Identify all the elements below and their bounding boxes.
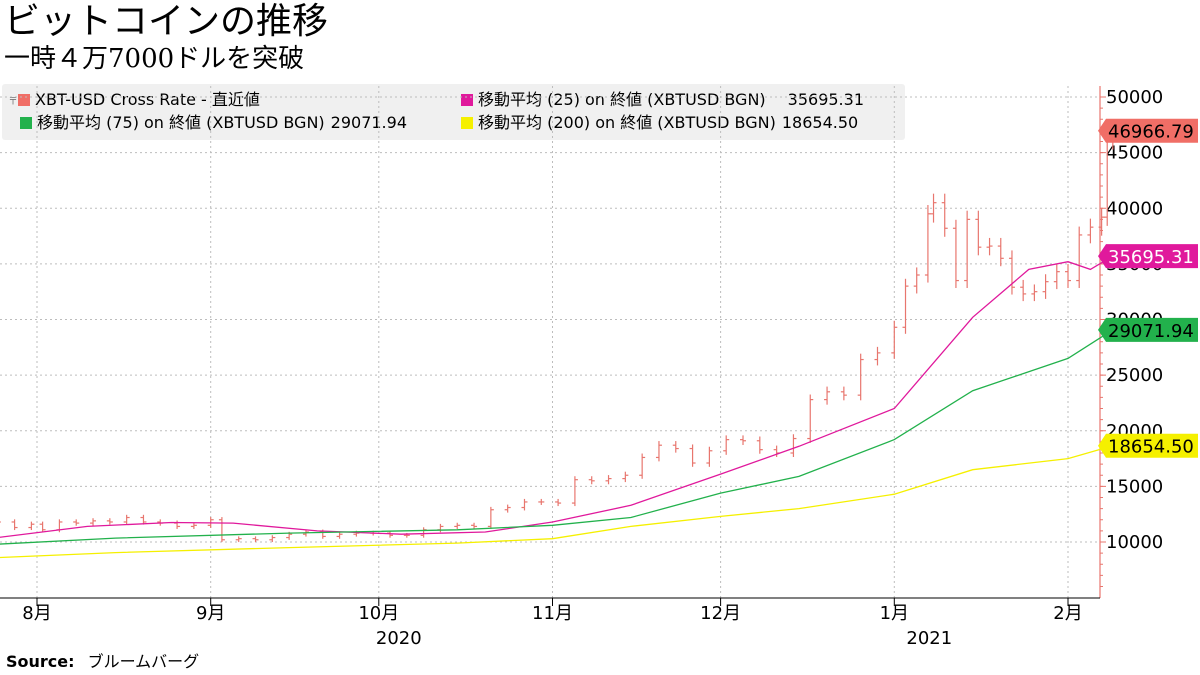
legend-label-ma25: 移動平均 (25) on 終値 (XBTUSD BGN) [478, 90, 766, 109]
legend-label-ma75: 移動平均 (75) on 終値 (XBTUSD BGN) [37, 113, 325, 132]
last-value-label-ma75: 29071.94 [1098, 317, 1198, 342]
x-month-label: 10月 [358, 603, 399, 624]
series-line-ma200 [0, 445, 1113, 559]
y-tick-label: 10000 [1106, 532, 1163, 553]
x-month-label: 9月 [196, 603, 225, 624]
x-year-label: 2021 [906, 628, 952, 649]
last-value-text: 35695.31 [1108, 247, 1194, 268]
x-month-label: 12月 [700, 603, 741, 624]
last-value-box [1098, 433, 1198, 458]
y-tick-label: 45000 [1106, 143, 1163, 164]
y-tick-label: 50000 [1106, 87, 1163, 108]
source-text: ブルームバーグ [87, 652, 200, 671]
y-tick-label: 40000 [1106, 198, 1163, 219]
last-value-text: 29071.94 [1108, 321, 1194, 342]
chart-title: ビットコインの推移 [4, 1, 329, 42]
chart-subtitle: 一時４万7000ドルを突破 [4, 44, 305, 74]
x-month-label: 2月 [1053, 603, 1082, 624]
last-value-box [1098, 317, 1198, 342]
x-month-label: 8月 [22, 603, 51, 624]
source-note: Source: ブルームバーグ [6, 652, 199, 672]
source-label: Source: [6, 652, 75, 671]
legend-value-ma75: 29071.94 [330, 113, 407, 132]
x-year-label: 2020 [376, 628, 422, 649]
legend-swatch-ma75 [20, 117, 32, 129]
series-line-ma25 [0, 255, 1114, 538]
legend-value-ma25: 35695.31 [787, 90, 864, 109]
candle-icon: ╤ [10, 94, 17, 105]
last-value-label-ma25: 35695.31 [1098, 244, 1198, 269]
last-value-box [1098, 244, 1198, 269]
last-value-box [1098, 118, 1198, 143]
x-month-label: 1月 [880, 603, 909, 624]
legend-value-ma200: 18654.50 [781, 113, 859, 132]
series-line-ma75 [0, 329, 1114, 545]
y-tick-label: 25000 [1106, 365, 1163, 386]
x-month-label: 11月 [532, 603, 573, 624]
y-tick-label: 15000 [1106, 476, 1163, 497]
legend-swatch-ma200 [461, 117, 473, 129]
last-value-text: 46966.79 [1108, 122, 1194, 143]
legend: ╤ XBT-USD Cross Rate - 直近値 移動平均 (25) on … [2, 84, 905, 140]
legend-label-price: XBT-USD Cross Rate - 直近値 [35, 90, 260, 109]
legend-item-ma75: 移動平均 (75) on 終値 (XBTUSD BGN) 29071.94 [20, 113, 407, 133]
last-value-text: 18654.50 [1108, 437, 1194, 458]
last-value-label-price: 46966.79 [1098, 118, 1198, 143]
last-value-label-ma200: 18654.50 [1098, 433, 1198, 458]
